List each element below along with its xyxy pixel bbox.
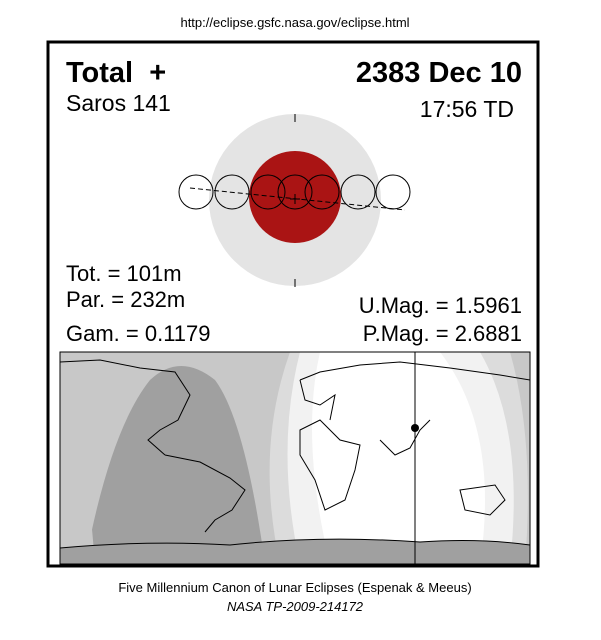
umbral-visibility	[85, 366, 265, 564]
time: 17:56 TD	[420, 96, 514, 122]
visibility-band	[510, 352, 530, 564]
map-frame	[59, 351, 531, 565]
date: 2383 Dec 10	[356, 57, 522, 89]
caption: Five Millennium Canon of Lunar Eclipses …	[118, 580, 471, 595]
world-map	[59, 351, 531, 565]
moon-positions	[178, 174, 411, 210]
penumbral-magnitude: P.Mag. = 2.6881	[363, 321, 522, 346]
eclipse-type: Total +	[66, 57, 166, 89]
source-url: http://eclipse.gsfc.nasa.gov/eclipse.htm…	[180, 15, 409, 30]
partial-duration: Par. = 232m	[66, 287, 185, 312]
umbral-magnitude: U.Mag. = 1.5961	[359, 293, 522, 318]
gamma: Gam. = 0.1179	[66, 321, 211, 346]
saros: Saros 141	[66, 90, 171, 116]
coastlines	[60, 359, 530, 533]
visibility-band	[480, 352, 530, 564]
total-duration: Tot. = 101m	[66, 261, 182, 286]
shadow-diagram	[178, 114, 411, 287]
sub-lunar-point	[411, 424, 419, 432]
reference: NASA TP-2009-214172	[227, 599, 364, 614]
antarctica	[60, 538, 530, 564]
